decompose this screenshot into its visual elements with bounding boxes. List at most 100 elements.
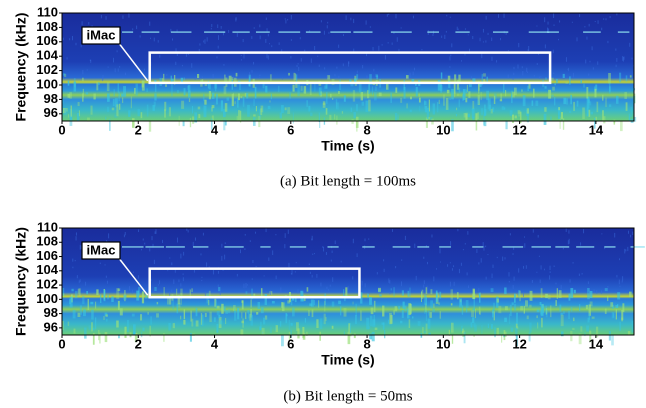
spectrogram-texture — [491, 324, 493, 329]
spectrogram-texture — [204, 292, 206, 297]
spectrogram-texture — [99, 332, 101, 344]
spectrogram-texture — [116, 104, 119, 117]
spectrogram-texture — [232, 92, 234, 96]
spectrogram-texture — [253, 293, 256, 296]
spectrogram-texture — [521, 66, 523, 69]
spectrogram-texture — [91, 292, 93, 294]
spectrogram-texture — [185, 53, 187, 57]
spectrogram-texture — [326, 91, 328, 104]
spectrogram-texture — [622, 56, 624, 61]
spectrogram-texture — [560, 331, 564, 337]
spectrogram-texture — [514, 115, 517, 119]
spectrogram-texture — [198, 48, 200, 53]
y-tick-label: 98 — [44, 305, 58, 320]
spectrogram-texture — [379, 294, 382, 297]
spectrogram-texture — [604, 288, 608, 292]
spectrogram-texture — [518, 42, 520, 48]
spectrogram-texture — [462, 330, 465, 338]
spectrogram-texture — [569, 76, 571, 85]
spectrogram-texture — [438, 99, 440, 105]
spectrogram-texture — [473, 322, 476, 328]
spectrogram-texture — [275, 234, 277, 236]
spectrogram-texture — [133, 271, 135, 273]
spectrogram-texture — [171, 84, 173, 96]
spectrogram-texture — [87, 298, 89, 310]
spectrogram-texture — [155, 83, 157, 93]
spectrogram-texture — [253, 27, 255, 29]
spectrogram-texture — [290, 273, 292, 275]
spectrogram-texture — [591, 46, 593, 51]
spectrogram-texture — [547, 31, 559, 33]
spectrogram-texture — [151, 236, 153, 241]
spectrogram-texture — [583, 83, 585, 88]
spectrogram-texture — [78, 288, 81, 297]
spectrogram-texture — [627, 246, 629, 252]
spectrogram-texture — [174, 268, 176, 273]
spectrogram-texture — [97, 82, 100, 86]
spectrogram-texture — [117, 300, 120, 310]
spectrogram-texture — [260, 321, 262, 330]
spectrogram-texture — [231, 79, 233, 90]
spectrogram-texture — [177, 90, 179, 94]
spectrogram-texture — [423, 256, 425, 259]
spectrogram-texture — [71, 35, 73, 41]
spectrogram-texture — [585, 59, 587, 64]
spectrogram-texture — [467, 113, 471, 118]
spectrogram-texture — [317, 55, 319, 57]
spectrogram-texture — [296, 322, 299, 332]
spectrogram-texture — [467, 285, 469, 288]
spectrogram-texture — [570, 288, 574, 299]
spectrogram-texture — [417, 320, 421, 326]
spectrogram-texture — [412, 15, 414, 19]
spectrogram-texture — [177, 295, 181, 305]
spectrogram-texture — [358, 82, 362, 93]
spectrogram-texture — [489, 104, 491, 111]
spectrogram-texture — [82, 93, 84, 102]
spectrogram-texture — [587, 288, 590, 300]
spectrogram-texture — [284, 233, 286, 238]
spectrogram-texture — [209, 311, 212, 323]
spectrogram-texture — [132, 118, 135, 128]
spectrogram-texture — [136, 290, 140, 301]
spectrogram-texture — [451, 88, 454, 100]
spectrogram-texture — [302, 333, 306, 340]
spectrogram-texture — [433, 303, 435, 308]
spectrogram-texture — [331, 301, 335, 307]
spectrogram-texture — [450, 289, 453, 300]
spectrogram-texture — [169, 257, 171, 259]
spectrogram-texture — [142, 238, 144, 241]
spectrogram-texture — [627, 331, 631, 336]
spectrogram-texture — [63, 108, 66, 114]
spectrogram-texture — [618, 279, 620, 285]
spectrogram-texture — [629, 42, 631, 47]
spectrogram-texture — [249, 240, 251, 243]
spectrogram-texture — [294, 298, 297, 303]
spectrogram-texture — [275, 325, 278, 333]
spectrogram-texture — [122, 15, 124, 19]
spectrogram-texture — [400, 320, 403, 324]
spectrogram-texture — [332, 277, 334, 282]
spectrogram-texture — [269, 74, 272, 82]
spectrogram-texture — [629, 75, 632, 78]
spectrogram-texture — [478, 306, 481, 315]
y-axis-label: Frequency (kHz) — [13, 13, 29, 122]
spectrogram-texture — [588, 109, 591, 117]
spectrogram-texture — [389, 280, 391, 284]
spectrogram-texture — [578, 273, 580, 276]
spectrogram-texture — [86, 69, 88, 71]
spectrogram-texture — [157, 40, 159, 43]
spectrogram-texture — [216, 56, 218, 59]
spectrogram-texture — [259, 109, 261, 120]
spectrogram-texture — [586, 36, 588, 40]
spectrogram-texture — [113, 89, 115, 96]
spectrogram-texture — [154, 231, 156, 234]
spectrogram-texture — [475, 120, 478, 131]
spectrogram-texture — [311, 238, 313, 241]
y-tick-label: 96 — [44, 319, 58, 334]
spectrogram-texture — [451, 43, 453, 48]
spectrogram-texture — [314, 253, 316, 255]
spectrogram-texture — [365, 52, 367, 57]
spectrogram-texture — [439, 85, 443, 91]
spectrogram-texture — [362, 246, 375, 248]
spectrogram-texture — [292, 84, 295, 92]
